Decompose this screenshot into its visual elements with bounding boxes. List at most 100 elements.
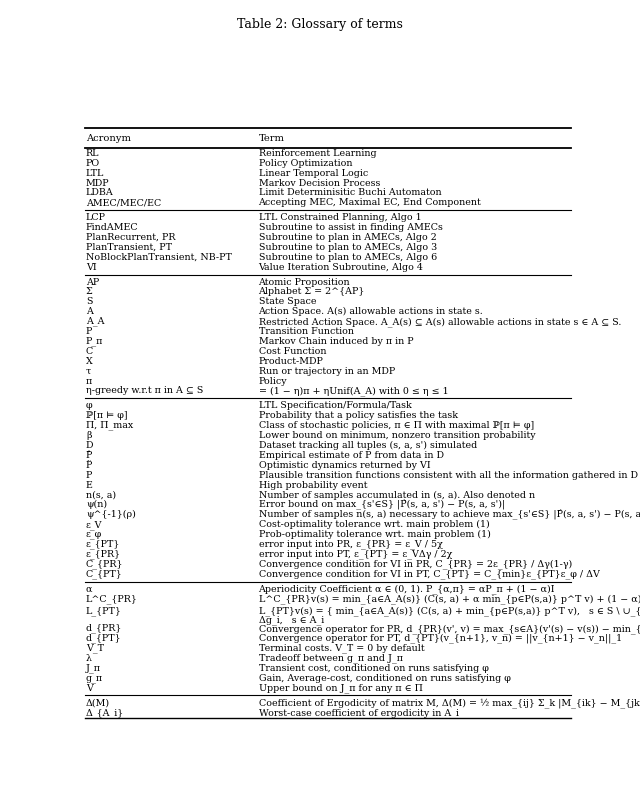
Text: Policy Optimization: Policy Optimization [259, 159, 352, 168]
Text: Worst-case coefficient of ergodicity in A_i: Worst-case coefficient of ergodicity in … [259, 708, 458, 718]
Text: X: X [86, 356, 93, 366]
Text: P: P [86, 327, 92, 336]
Text: Cost Function: Cost Function [259, 347, 326, 356]
Text: VI: VI [86, 262, 97, 271]
Text: Transient cost, conditioned on runs satisfying φ: Transient cost, conditioned on runs sati… [259, 663, 488, 673]
Text: C: C [86, 347, 93, 356]
Text: RL: RL [86, 149, 99, 158]
Text: α: α [86, 585, 92, 594]
Text: Policy: Policy [259, 377, 287, 386]
Text: MDP: MDP [86, 178, 109, 187]
Text: Number of samples n(s, a) necessary to achieve max_{s'∈S} |P̂(s, a, s') − P(s, a: Number of samples n(s, a) necessary to a… [259, 509, 640, 520]
Text: Action Space. A(s) allowable actions in state s.: Action Space. A(s) allowable actions in … [259, 307, 483, 317]
Text: n(s, a): n(s, a) [86, 491, 116, 500]
Text: Σ: Σ [86, 288, 93, 296]
Text: C_{PR}: C_{PR} [86, 560, 124, 569]
Text: L^C_{PR}: L^C_{PR} [86, 594, 138, 603]
Text: High probability event: High probability event [259, 480, 367, 489]
Text: LCP: LCP [86, 213, 106, 222]
Text: Δg_i,   s ∈ A_i: Δg_i, s ∈ A_i [259, 616, 324, 625]
Text: Subroutine to plan to AMECs, Algo 6: Subroutine to plan to AMECs, Algo 6 [259, 253, 437, 262]
Text: Subroutine to plan to AMECs, Algo 3: Subroutine to plan to AMECs, Algo 3 [259, 243, 437, 252]
Text: Subroutine to plan in AMECs, Algo 2: Subroutine to plan in AMECs, Algo 2 [259, 233, 436, 242]
Text: Alphabet Σ = 2^{AP}: Alphabet Σ = 2^{AP} [259, 288, 365, 296]
Text: Linear Temporal Logic: Linear Temporal Logic [259, 168, 368, 177]
Text: Gain, Average-cost, conditioned on runs satisfying φ: Gain, Average-cost, conditioned on runs … [259, 674, 511, 683]
Text: PO: PO [86, 159, 100, 168]
Text: Δ_{A_i}: Δ_{A_i} [86, 708, 124, 718]
Text: Subroutine to assist in finding AMECs: Subroutine to assist in finding AMECs [259, 223, 442, 232]
Text: Δ(M): Δ(M) [86, 698, 110, 707]
Text: ℙ[π ⊨ φ]: ℙ[π ⊨ φ] [86, 411, 127, 420]
Text: Value Iteration Subroutine, Algo 4: Value Iteration Subroutine, Algo 4 [259, 262, 424, 271]
Text: Restricted Action Space. A_A(s) ⊆ A(s) allowable actions in state s ∈ A ⊆ S.: Restricted Action Space. A_A(s) ⊆ A(s) a… [259, 317, 621, 326]
Text: PlanTransient, PT: PlanTransient, PT [86, 243, 172, 252]
Text: FindAMEC: FindAMEC [86, 223, 139, 232]
Text: ε_{PR}: ε_{PR} [86, 549, 121, 559]
Text: Term: Term [259, 134, 285, 143]
Text: Π, Π_max: Π, Π_max [86, 420, 133, 430]
Text: Class of stochastic policies, π ∈ Π with maximal ℙ[π ⊨ φ]: Class of stochastic policies, π ∈ Π with… [259, 421, 534, 430]
Text: d_{PT}: d_{PT} [86, 633, 122, 643]
Text: Prob-optimality tolerance wrt. main problem (1): Prob-optimality tolerance wrt. main prob… [259, 530, 490, 539]
Text: V_T: V_T [86, 644, 104, 654]
Text: Plausible transition functions consistent with all the information gathered in D: Plausible transition functions consisten… [259, 471, 637, 480]
Text: g_π: g_π [86, 674, 103, 683]
Text: Empirical estimate of P from data in D: Empirical estimate of P from data in D [259, 451, 444, 460]
Text: Acronym: Acronym [86, 134, 131, 143]
Text: ε_{PT}: ε_{PT} [86, 539, 120, 549]
Text: L^C_{PR}v(s) = min_{a∈A_A(s)} (C(s, a) + α min_{p∈P(s,a)} p^T v) + (1 − α)v(s)  : L^C_{PR}v(s) = min_{a∈A_A(s)} (C(s, a) +… [259, 594, 640, 603]
Text: Aperiodicity Coefficient α ∈ (0, 1). P_{α,π} = αP_π + (1 − α)I: Aperiodicity Coefficient α ∈ (0, 1). P_{… [259, 584, 555, 594]
Text: C_{PT}: C_{PT} [86, 569, 123, 579]
Text: Convergence operator for PR, d_{PR}(v', v) = max_{s∈A}(v'(s) − v(s)) − min_{s∈A}: Convergence operator for PR, d_{PR}(v', … [259, 624, 640, 633]
Text: = (1 − η)π + ηUnif(A_A) with 0 ≤ η ≤ 1: = (1 − η)π + ηUnif(A_A) with 0 ≤ η ≤ 1 [259, 386, 448, 396]
Text: AP: AP [86, 278, 99, 287]
Text: Markov Chain induced by π in P: Markov Chain induced by π in P [259, 337, 413, 346]
Text: ψ(n): ψ(n) [86, 501, 107, 509]
Text: J_π: J_π [86, 663, 101, 673]
Text: Reinforcement Learning: Reinforcement Learning [259, 149, 376, 158]
Text: Convergence condition for VI in PT, C_{PT} = C_{min}ε_{PT}ε_φ / ΔV: Convergence condition for VI in PT, C_{P… [259, 569, 600, 579]
Text: A_A: A_A [86, 317, 104, 326]
Text: State Space: State Space [259, 297, 316, 306]
Text: ε_φ: ε_φ [86, 530, 102, 539]
Text: Terminal costs. V_T = 0 by default: Terminal costs. V_T = 0 by default [259, 644, 424, 654]
Text: Upper bound on J_π for any π ∈ Π: Upper bound on J_π for any π ∈ Π [259, 683, 422, 693]
Text: Atomic Proposition: Atomic Proposition [259, 278, 350, 287]
Text: A: A [86, 307, 93, 316]
Text: Cost-optimality tolerance wrt. main problem (1): Cost-optimality tolerance wrt. main prob… [259, 520, 490, 529]
Text: AMEC/MEC/EC: AMEC/MEC/EC [86, 198, 161, 207]
Text: η-greedy w.r.t π in A ⊆ S: η-greedy w.r.t π in A ⊆ S [86, 386, 204, 395]
Text: Accepting MEC, Maximal EC, End Component: Accepting MEC, Maximal EC, End Component [259, 198, 481, 207]
Text: Table 2: Glossary of terms: Table 2: Glossary of terms [237, 18, 403, 31]
Text: error input into PR, ε_{PR} = ε_V / 5χ: error input into PR, ε_{PR} = ε_V / 5χ [259, 539, 442, 549]
Text: NoBlockPlanTransient, NB-PT: NoBlockPlanTransient, NB-PT [86, 253, 232, 262]
Text: D: D [86, 441, 93, 450]
Text: Error bound on max_{s'∈S} |P̂(s, a, s') − P(s, a, s')|: Error bound on max_{s'∈S} |P̂(s, a, s') … [259, 500, 505, 510]
Text: V: V [86, 684, 93, 693]
Text: Product-MDP: Product-MDP [259, 356, 323, 366]
Text: Optimistic dynamics returned by VI: Optimistic dynamics returned by VI [259, 461, 430, 470]
Text: Dataset tracking all tuples (s, a, s') simulated: Dataset tracking all tuples (s, a, s') s… [259, 441, 477, 450]
Text: E: E [86, 480, 93, 489]
Text: Probability that a policy satisfies the task: Probability that a policy satisfies the … [259, 411, 458, 420]
Text: Tradeoff between g_π and J_π: Tradeoff between g_π and J_π [259, 654, 403, 663]
Text: Run or trajectory in an MDP: Run or trajectory in an MDP [259, 367, 395, 376]
Text: Transition Function: Transition Function [259, 327, 353, 336]
Text: φ: φ [86, 401, 93, 411]
Text: Number of samples accumulated in (s, a). Also denoted n: Number of samples accumulated in (s, a).… [259, 490, 534, 500]
Text: d_{PR}: d_{PR} [86, 624, 122, 633]
Text: Coefficient of Ergodicity of matrix M, Δ(M) = ½ max_{ij} Σ_k |M_{ik} − M_{jk}|: Coefficient of Ergodicity of matrix M, Δ… [259, 698, 640, 708]
Text: λ: λ [86, 654, 92, 663]
Text: P̃: P̃ [86, 461, 92, 470]
Text: P̂: P̂ [86, 451, 92, 460]
Text: ψ^{-1}(ρ): ψ^{-1}(ρ) [86, 510, 136, 519]
Text: LTL Constrained Planning, Algo 1: LTL Constrained Planning, Algo 1 [259, 213, 421, 222]
Text: Lower bound on minimum, nonzero transition probability: Lower bound on minimum, nonzero transiti… [259, 431, 535, 440]
Text: Convergence condition for VI in PR, C_{PR} = 2ε_{PR} / Δγ(1-γ): Convergence condition for VI in PR, C_{P… [259, 560, 572, 569]
Text: LTL Specification/Formula/Task: LTL Specification/Formula/Task [259, 401, 412, 411]
Text: β: β [86, 431, 92, 440]
Text: P_π: P_π [86, 337, 103, 347]
Text: ε_V: ε_V [86, 520, 102, 530]
Text: L_{PT}: L_{PT} [86, 606, 122, 616]
